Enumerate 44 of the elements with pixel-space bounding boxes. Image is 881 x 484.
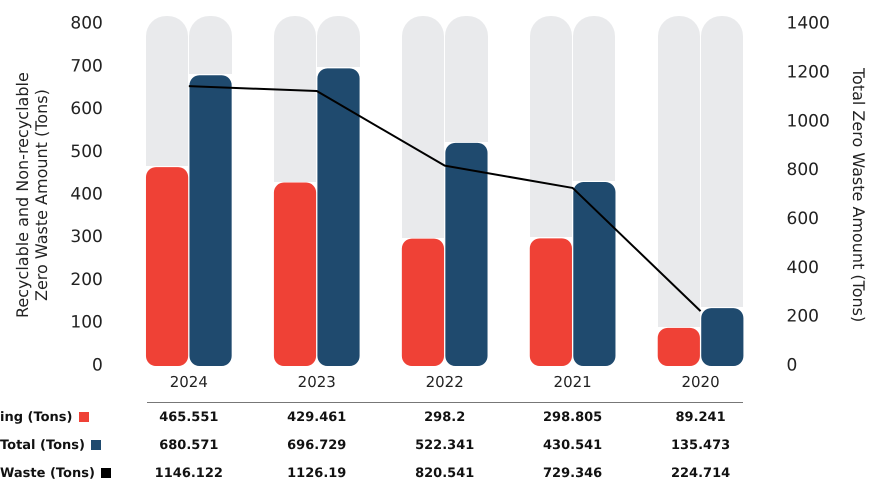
data-label: 298.805 [543,410,602,425]
y2-tick-label: 1400 [786,14,830,34]
y-tick-label: 600 [70,99,103,120]
data-label: 1126.19 [287,466,346,481]
x-tick-label: 2021 [554,372,592,391]
data-label: 429.461 [287,410,346,425]
data-label: 680.571 [159,438,218,453]
data-label: 89.241 [675,410,726,425]
y-tick-label: 200 [70,270,103,290]
y-tick-label: 800 [70,14,103,34]
y2-tick-label: 0 [786,355,798,376]
y2-tick-label: 400 [786,258,819,278]
x-tick-label: 2020 [681,372,720,391]
y-tick-label: 500 [70,142,103,162]
x-tick-label: 2024 [170,372,208,391]
y2-tick-label: 800 [786,160,819,180]
x-tick-label: 2022 [426,372,464,391]
legend-label: ing (Tons) [0,410,74,425]
y-tick-label: 100 [70,312,103,333]
y2-tick-label: 1000 [786,111,830,132]
data-label: 1146.122 [154,466,223,481]
data-label: 135.473 [670,438,730,453]
x-tick-label: 2023 [298,372,336,391]
data-label: 522.341 [415,438,474,453]
y-tick-label: 400 [70,184,103,205]
bar [658,328,700,366]
data-label: 820.541 [415,466,474,481]
legend-label: Total (Tons) [0,438,86,453]
y-tick-label: 700 [70,56,103,76]
data-label: 298.2 [424,410,466,425]
y-tick-label: 300 [70,227,103,248]
data-label: 729.346 [543,466,602,481]
data-label: 224.714 [670,466,730,481]
y2-axis-title: Total Zero Waste Amount (Tons) [849,66,868,322]
y2-tick-label: 1200 [786,62,830,82]
y-tick-label: 0 [92,355,103,376]
y-axis-title: Recyclable and Non-recyclable Zero Waste Amount (Tons) [12,72,51,318]
data-label: 696.729 [287,438,346,453]
data-label: 465.551 [159,410,218,425]
data-label: 430.541 [543,438,602,453]
legend-label: Waste (Tons) [0,466,96,481]
bar [701,308,744,366]
y2-tick-label: 600 [786,208,819,229]
y2-tick-label: 200 [786,306,819,327]
